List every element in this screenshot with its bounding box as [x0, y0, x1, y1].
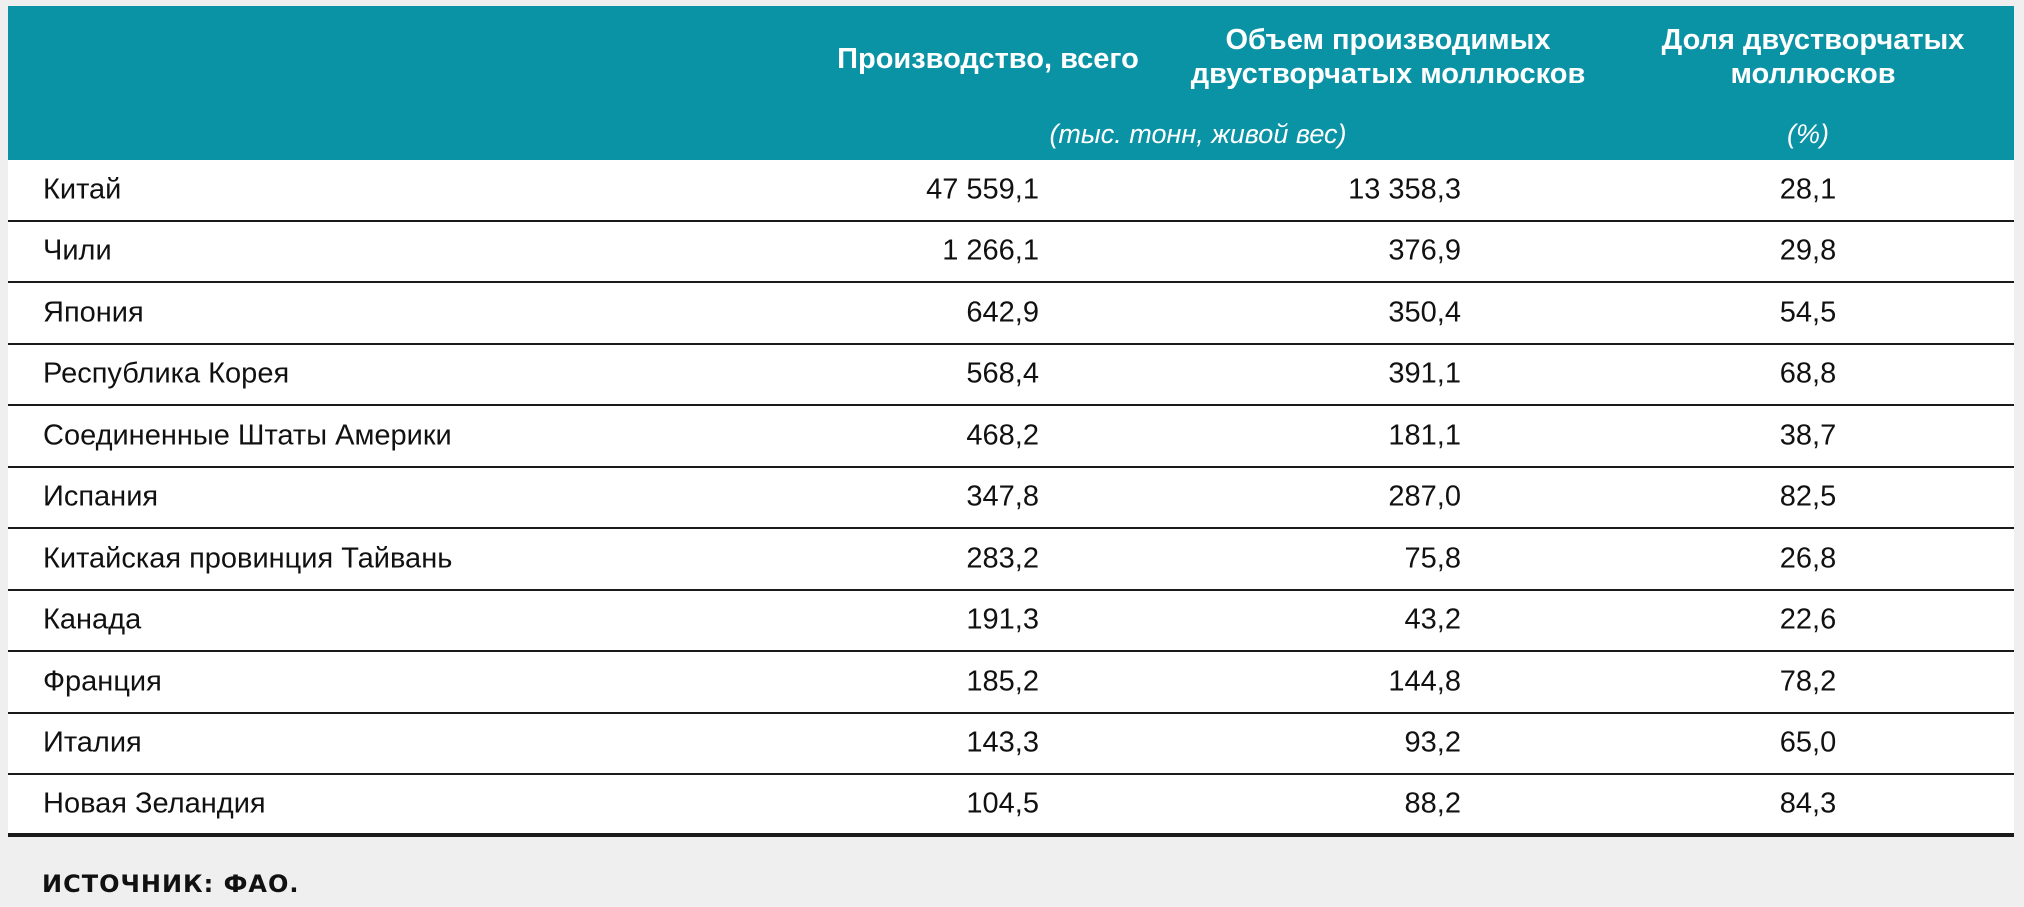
country-cell: Канада	[43, 603, 142, 636]
country-cell: Чили	[43, 234, 112, 267]
source-note: ИСТОЧНИК: ФАО.	[42, 870, 300, 898]
country-cell: Китайская провинция Тайвань	[43, 542, 453, 575]
table-row: Соединенные Штаты Америки 468,2 181,1 38…	[8, 406, 2014, 468]
country-cell: Япония	[43, 296, 144, 329]
header-total-production: Производство, всего	[837, 43, 1139, 75]
share-cell: 26,8	[1779, 542, 1837, 575]
bivalve-cell: 181,1	[1388, 419, 1461, 452]
country-cell: Республика Корея	[43, 357, 290, 390]
total-cell: 1 266,1	[942, 234, 1039, 267]
share-cell: 65,0	[1779, 726, 1837, 759]
header-unit-volume: (тыс. тонн, живой вес)	[1049, 119, 1347, 149]
bivalve-cell: 93,2	[1404, 726, 1461, 759]
share-cell: 68,8	[1779, 357, 1837, 390]
country-cell: Франция	[43, 665, 162, 698]
total-cell: 185,2	[966, 665, 1039, 698]
country-cell: Италия	[43, 726, 142, 759]
country-cell: Новая Зеландия	[43, 787, 266, 820]
total-cell: 47 559,1	[926, 173, 1039, 206]
total-cell: 283,2	[966, 542, 1039, 575]
bivalve-cell: 13 358,3	[1348, 173, 1461, 206]
header-bivalve-share: Доля двустворчатых моллюсков	[1661, 24, 1965, 90]
total-cell: 642,9	[966, 296, 1039, 329]
country-cell: Соединенные Штаты Америки	[43, 419, 452, 452]
table-row: Новая Зеландия 104,5 88,2 84,3	[8, 775, 2014, 837]
country-cell: Испания	[43, 480, 159, 513]
share-cell: 38,7	[1779, 419, 1837, 452]
share-cell: 54,5	[1779, 296, 1837, 329]
bivalve-cell: 391,1	[1388, 357, 1461, 390]
share-cell: 78,2	[1779, 665, 1837, 698]
total-cell: 104,5	[966, 787, 1039, 820]
table-row: Чили 1 266,1 376,9 29,8	[8, 222, 2014, 283]
share-cell: 29,8	[1779, 234, 1837, 267]
share-cell: 84,3	[1779, 787, 1837, 820]
total-cell: 347,8	[966, 480, 1039, 513]
table-header: Производство, всего Объем производимых д…	[8, 6, 2014, 160]
bivalve-cell: 43,2	[1404, 603, 1461, 636]
header-bivalve-volume: Объем производимых двустворчатых моллюск…	[1190, 24, 1586, 90]
table-row: Китайская провинция Тайвань 283,2 75,8 2…	[8, 529, 2014, 591]
share-cell: 82,5	[1779, 480, 1837, 513]
header-unit-share: (%)	[1787, 119, 1829, 149]
total-cell: 191,3	[966, 603, 1039, 636]
data-table: Производство, всего Объем производимых д…	[8, 6, 2014, 837]
table-row: Китай 47 559,1 13 358,3 28,1	[8, 160, 2014, 222]
table-row: Канада 191,3 43,2 22,6	[8, 591, 2014, 652]
total-cell: 468,2	[966, 419, 1039, 452]
table-row: Япония 642,9 350,4 54,5	[8, 283, 2014, 345]
table-row: Испания 347,8 287,0 82,5	[8, 468, 2014, 529]
total-cell: 568,4	[966, 357, 1039, 390]
table-row: Республика Корея 568,4 391,1 68,8	[8, 345, 2014, 406]
share-cell: 22,6	[1779, 603, 1837, 636]
bivalve-cell: 350,4	[1388, 296, 1461, 329]
country-cell: Китай	[43, 173, 122, 206]
total-cell: 143,3	[966, 726, 1039, 759]
table-row: Италия 143,3 93,2 65,0	[8, 714, 2014, 775]
bivalve-cell: 144,8	[1388, 665, 1461, 698]
bivalve-cell: 376,9	[1388, 234, 1461, 267]
table-body: Китай 47 559,1 13 358,3 28,1 Чили 1 266,…	[8, 160, 2014, 837]
bivalve-cell: 287,0	[1388, 480, 1461, 513]
bivalve-cell: 75,8	[1404, 542, 1461, 575]
table-row: Франция 185,2 144,8 78,2	[8, 652, 2014, 714]
share-cell: 28,1	[1779, 173, 1837, 206]
bivalve-cell: 88,2	[1404, 787, 1461, 820]
